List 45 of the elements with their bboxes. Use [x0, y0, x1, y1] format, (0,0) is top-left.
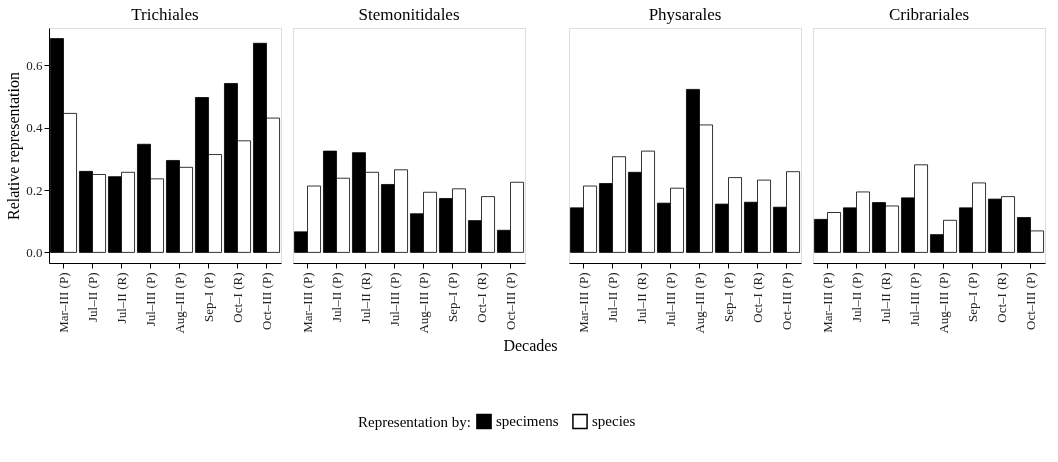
x-tick-label: Jul–II (P) [84, 272, 100, 322]
legend-label: specimens [496, 413, 559, 430]
x-tick-label: Jul–II (P) [328, 272, 344, 322]
x-tick-label: Jul–III (P) [386, 272, 402, 327]
chart-title: Cribrariales [888, 5, 970, 24]
x-tick-label: Sep–I (P) [964, 272, 980, 322]
x-tick-label: Mar–III (P) [819, 272, 835, 333]
legend-label: species [592, 413, 636, 430]
x-tick-label: Aug–III (P) [415, 272, 431, 334]
x-tick-label: Sep–I (P) [200, 272, 216, 322]
x-tick-label: Aug–III (P) [691, 272, 707, 334]
x-tick-label: Jul–II (R) [877, 272, 893, 324]
legend-title: Representation by: [358, 414, 471, 430]
x-tick-label: Sep–I (P) [444, 272, 460, 322]
y-axis-title: Relative representation [5, 72, 24, 220]
x-tick-label: Oct–III (P) [258, 272, 274, 330]
x-tick-label: Jul–II (R) [357, 272, 373, 324]
chart-title: Trichiales [131, 5, 199, 24]
x-tick-label: Jul–III (P) [906, 272, 922, 327]
x-tick-label: Jul–III (P) [662, 272, 678, 327]
x-tick-label: Mar–III (P) [299, 272, 315, 333]
x-tick-label: Oct–I (R) [229, 272, 245, 323]
x-tick-label: Oct–I (R) [749, 272, 765, 323]
x-tick-label: Jul–II (R) [633, 272, 649, 324]
x-tick-label: Jul–III (P) [142, 272, 158, 327]
y-tick-label: 0.6 [26, 57, 43, 73]
y-tick-label: 0.4 [26, 120, 43, 136]
x-tick-label: Aug–III (P) [935, 272, 951, 334]
x-tick-label: Jul–II (P) [848, 272, 864, 322]
x-axis-title: Decades [503, 336, 558, 354]
x-tick-label: Oct–III (P) [502, 272, 518, 330]
x-tick-label: Oct–III (P) [1022, 272, 1038, 330]
y-tick-label: 0.2 [26, 182, 43, 198]
x-tick-label: Sep–I (P) [720, 272, 736, 322]
y-tick-label: 0.0 [26, 244, 43, 260]
x-tick-label: Jul–II (P) [604, 272, 620, 322]
x-tick-label: Mar–III (P) [575, 272, 591, 333]
x-tick-label: Oct–I (R) [473, 272, 489, 323]
x-tick-label: Oct–III (P) [778, 272, 794, 330]
x-tick-label: Jul–II (R) [113, 272, 129, 324]
chart-title: Physarales [648, 5, 722, 24]
x-tick-label: Mar–III (P) [55, 272, 71, 333]
x-tick-label: Aug–III (P) [171, 272, 187, 334]
x-tick-label: Oct–I (R) [993, 272, 1009, 323]
chart-title: Stemonitidales [358, 5, 460, 24]
